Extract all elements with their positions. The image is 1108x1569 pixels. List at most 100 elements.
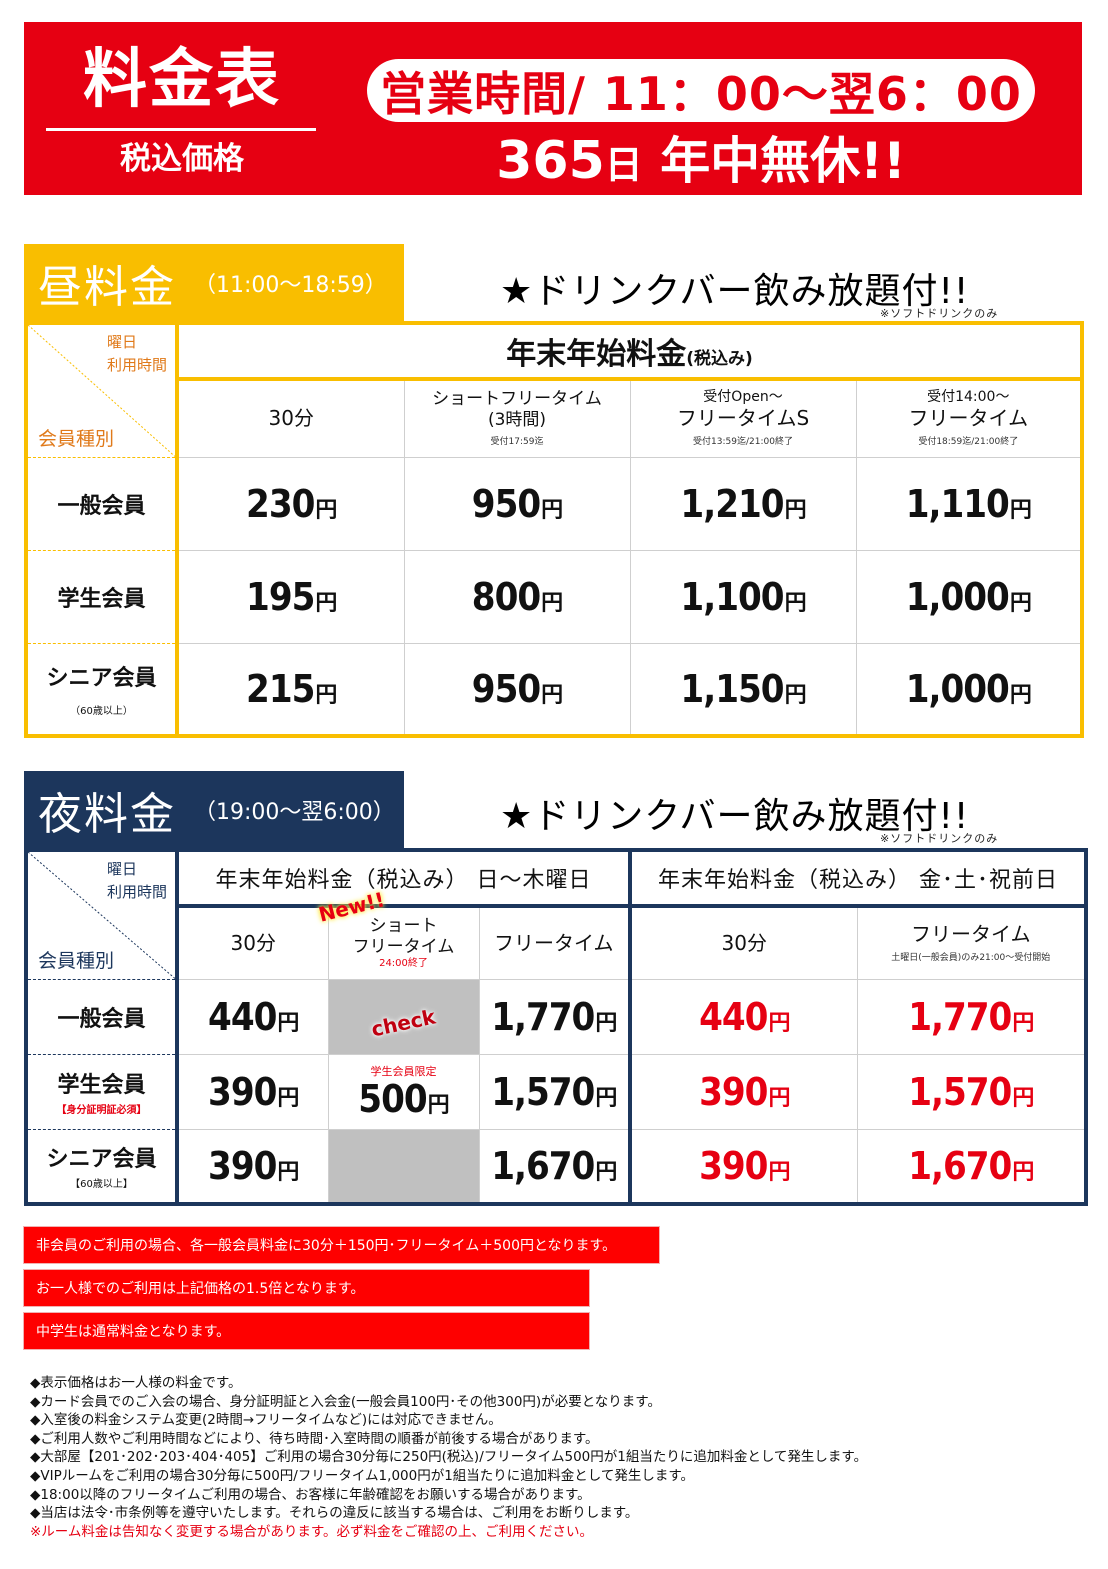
check-stamp: check bbox=[369, 1004, 438, 1041]
table-row: シニア会員 （60歳以上） 215円 950円 1,150円 1,000円 bbox=[26, 642, 1083, 736]
terms-item: ◆表示価格はお一人様の料金です。 bbox=[30, 1375, 242, 1391]
col-label: 30分 bbox=[230, 930, 276, 955]
price-cell: 390円 bbox=[177, 1128, 328, 1204]
tax-included-label: 税込価格 bbox=[120, 141, 244, 177]
col-note: 受付18:59迄/21:00終了 bbox=[918, 437, 1019, 448]
day-drink-note: ※ソフトドリンクのみ bbox=[880, 307, 999, 320]
terms-item: ◆カード会員でのご入会の場合、身分証明証と入会金(一般会員100円･その他300… bbox=[30, 1393, 661, 1410]
member-sub-note: （60歳以上） bbox=[70, 706, 133, 718]
price-cell: 950円 bbox=[403, 456, 630, 550]
price-cell-weekend: 440円 bbox=[628, 978, 858, 1054]
price-cell: 230円 bbox=[176, 456, 404, 550]
table-row: 学生会員 【身分証明証必須】 390円 学生会員限定 500円 1,570円 390… bbox=[26, 1053, 1087, 1129]
day-drink-bar-label: ★ドリンクバー飲み放題付!! bbox=[500, 271, 970, 312]
terms-item: ◆ご利用人数やご利用時間などにより、待ち時間･入室時間の順番が前後する場合があり… bbox=[30, 1430, 599, 1447]
open-days-text: 年中無休!! bbox=[660, 132, 906, 190]
corner-member-label: 会員種別 bbox=[38, 427, 115, 450]
table-row: 学生会員 195円 800円 1,100円 1,000円 bbox=[26, 549, 1083, 643]
member-type: 一般会員 bbox=[26, 978, 179, 1054]
price-cell-unavailable bbox=[327, 1128, 479, 1204]
band-title-text: 年末年始料金 bbox=[506, 337, 687, 372]
terms-item: ◆当店は法令･市条例等を遵守いたします。それらの違反に該当する場合は、ご利用をお… bbox=[30, 1505, 639, 1522]
night-price-table: 曜日 利用時間 会員種別 年末年始料金（税込み） 日～木曜日 年末年始料金（税込み… bbox=[24, 848, 1089, 1206]
corner-time-label: 利用時間 bbox=[106, 355, 167, 374]
day-rates-hours: （11:00～18:59） bbox=[194, 273, 387, 298]
terms-item: ◆18:00以降のフリータイムご利用の場合、お客様に年齢確認をお願いする場合があ… bbox=[30, 1486, 591, 1503]
col-header-short-free: ショート フリータイム 24:00終了 bbox=[327, 906, 479, 979]
col-header-short-free: ショートフリータイム (3時間) 受付17:59迄 bbox=[403, 379, 630, 457]
price-cell-unavailable: check bbox=[327, 978, 479, 1054]
col-label: 30分 bbox=[721, 930, 767, 955]
terms-item: ◆VIPルームをご利用の場合30分毎に500円/フリータイム1,000円が1組当… bbox=[30, 1467, 695, 1484]
table-row: 一般会員 440円 check 1,770円 440円 1,770円 bbox=[26, 978, 1087, 1054]
price-cell: 1,000円 bbox=[855, 549, 1083, 643]
price-cell: 390円 bbox=[177, 1053, 328, 1129]
day-band-title: 年末年始料金(税込み) bbox=[177, 323, 1083, 381]
student-only-label: 学生会員限定 bbox=[370, 1064, 437, 1078]
col-label-sub: (3時間) bbox=[487, 410, 547, 431]
table-corner-cell: 曜日 利用時間 会員種別 bbox=[26, 850, 179, 979]
col-label-sub: フリータイム bbox=[352, 937, 455, 957]
terms-list: ◆表示価格はお一人様の料金です。 ◆カード会員でのご入会の場合、身分証明証と入会… bbox=[30, 1374, 867, 1541]
day-rates-tab: 昼料金 （11:00～18:59） bbox=[24, 244, 404, 322]
price-cell-weekend: 390円 bbox=[628, 1053, 858, 1129]
price-cell-weekend: 1,770円 bbox=[856, 978, 1087, 1054]
col-label: フリータイム bbox=[910, 922, 1031, 947]
header-banner: 料金表 税込価格 営業時間/ 11：00～翌6：00 365日 年中無休!! bbox=[24, 22, 1082, 195]
title-divider bbox=[46, 128, 316, 131]
col-note: 24:00終了 bbox=[379, 958, 428, 970]
col-note: 土曜日(一般会員)のみ21:00～受付開始 bbox=[891, 953, 1051, 964]
member-type: シニア会員 【60歳以上】 bbox=[26, 1128, 179, 1204]
col-note: 受付13:59迄/21:00終了 bbox=[693, 437, 793, 448]
price-cell: 195円 bbox=[176, 549, 404, 643]
col-label: フリータイムS bbox=[676, 406, 810, 431]
night-drink-note: ※ソフトドリンクのみ bbox=[880, 832, 999, 845]
col-label: ショートフリータイム bbox=[432, 388, 602, 409]
price-cell: 1,000円 bbox=[855, 642, 1083, 736]
terms-item: ◆大部屋【201･202･203･404･405】ご利用の場合30分毎に250円… bbox=[30, 1449, 868, 1466]
col-pre: 受付14:00～ bbox=[927, 388, 1010, 405]
band-title-tax: (税込み) bbox=[686, 349, 753, 369]
price-cell: 1,210円 bbox=[629, 456, 856, 550]
col-pre: 受付Open～ bbox=[703, 388, 783, 405]
table-row: シニア会員 【60歳以上】 390円 1,670円 390円 1,670円 bbox=[26, 1128, 1087, 1204]
col-header-free: フリータイム bbox=[478, 906, 631, 979]
weekend-band-title: 年末年始料金（税込み） 金･土･祝前日 bbox=[628, 850, 1087, 908]
corner-member-label: 会員種別 bbox=[38, 949, 115, 972]
notice-single-use: お一人様でのご利用は上記価格の1.5倍となります。 bbox=[24, 1270, 589, 1306]
col-label: 30分 bbox=[268, 406, 314, 431]
price-cell: 1,100円 bbox=[629, 549, 856, 643]
open-days-number: 365 bbox=[496, 131, 605, 191]
night-rates-title: 夜料金 bbox=[38, 789, 176, 840]
day-price-table: 曜日 利用時間 会員種別 年末年始料金(税込み) 30分 ショートフリータイム (… bbox=[24, 321, 1085, 738]
price-cell: 1,770円 bbox=[478, 978, 631, 1054]
night-drink-bar-label: ★ドリンクバー飲み放題付!! bbox=[500, 796, 970, 837]
col-header-free-s: 受付Open～ フリータイムS 受付13:59迄/21:00終了 bbox=[629, 379, 856, 457]
price-cell: 950円 bbox=[403, 642, 630, 736]
member-type: 一般会員 bbox=[26, 456, 179, 550]
col-note: 受付17:59迄 bbox=[490, 437, 544, 448]
price-cell-student-only: 学生会員限定 500円 bbox=[327, 1053, 479, 1129]
price-cell: 800円 bbox=[403, 549, 630, 643]
col-header-free: 受付14:00～ フリータイム 受付18:59迄/21:00終了 bbox=[855, 379, 1083, 457]
corner-time-label: 利用時間 bbox=[106, 882, 167, 901]
price-cell-weekend: 1,570円 bbox=[856, 1053, 1087, 1129]
col-label: ショート bbox=[369, 915, 438, 936]
page-title: 料金表 bbox=[83, 43, 281, 117]
day-rates-title: 昼料金 bbox=[38, 262, 176, 313]
table-corner-cell: 曜日 利用時間 会員種別 bbox=[26, 323, 179, 457]
price-cell: 1,670円 bbox=[478, 1128, 631, 1204]
business-hours: 営業時間/ 11：00～翌6：00 bbox=[367, 59, 1035, 122]
price-change-warning: ※ルーム料金は告知なく変更する場合があります。必ず料金をご確認の上、ご利用くださ… bbox=[30, 1523, 594, 1540]
member-sub-note: 【身分証明証必須】 bbox=[56, 1105, 147, 1116]
col-header-30min: 30分 bbox=[177, 906, 328, 979]
price-cell-weekend: 390円 bbox=[628, 1128, 858, 1204]
member-type: シニア会員 （60歳以上） bbox=[26, 642, 179, 736]
notice-non-member: 非会員のご利用の場合、各一般会員料金に30分＋150円･フリータイム＋500円と… bbox=[24, 1227, 659, 1263]
col-header-30min: 30分 bbox=[176, 379, 404, 457]
member-sub-note: 【60歳以上】 bbox=[70, 1179, 133, 1191]
price-cell: 440円 bbox=[177, 978, 328, 1054]
price-cell: 1,150円 bbox=[629, 642, 856, 736]
weekday-band-title: 年末年始料金（税込み） 日～木曜日 bbox=[177, 850, 631, 908]
col-header-30min-weekend: 30分 bbox=[628, 906, 858, 979]
